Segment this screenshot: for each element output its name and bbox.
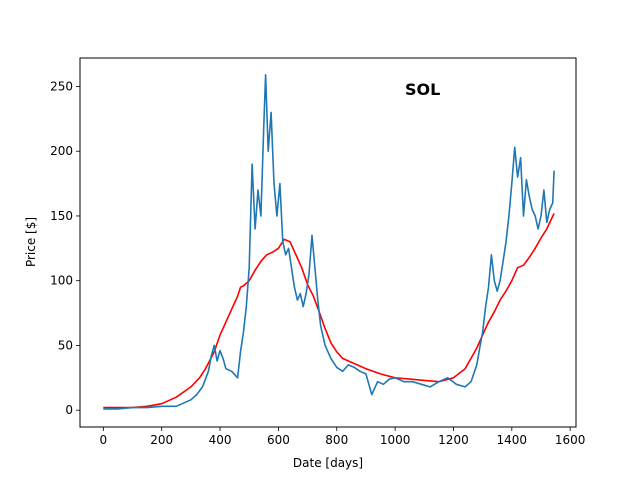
x-tick-label: 600: [267, 433, 290, 447]
x-tick-label: 1600: [555, 433, 586, 447]
x-axis-label: Date [days]: [293, 456, 363, 470]
y-tick-label: 150: [50, 209, 73, 223]
x-tick-label: 1000: [380, 433, 411, 447]
y-axis-label: Price [$]: [24, 217, 38, 267]
series-line-1: [103, 213, 555, 409]
y-tick-label: 100: [50, 274, 73, 288]
series-layer: [103, 74, 555, 410]
x-tick-label: 800: [325, 433, 348, 447]
y-tick-label: 50: [58, 338, 73, 352]
x-axis-ticks: 0 200 400 600 800 1000 1200 1400 1600: [100, 427, 586, 447]
x-tick-label: 1400: [497, 433, 528, 447]
x-tick-label: 1200: [438, 433, 469, 447]
chart-annotation: SOL: [405, 80, 440, 99]
y-axis-ticks: 0 50 100 150 200 250: [50, 79, 80, 417]
x-tick-label: 0: [100, 433, 108, 447]
plot-frame: [79, 57, 577, 428]
series-line-2: [103, 74, 555, 410]
y-tick-label: 250: [50, 79, 73, 93]
x-tick-label: 400: [209, 433, 232, 447]
y-tick-label: 0: [65, 403, 73, 417]
x-tick-label: 200: [150, 433, 173, 447]
y-tick-label: 200: [50, 144, 73, 158]
